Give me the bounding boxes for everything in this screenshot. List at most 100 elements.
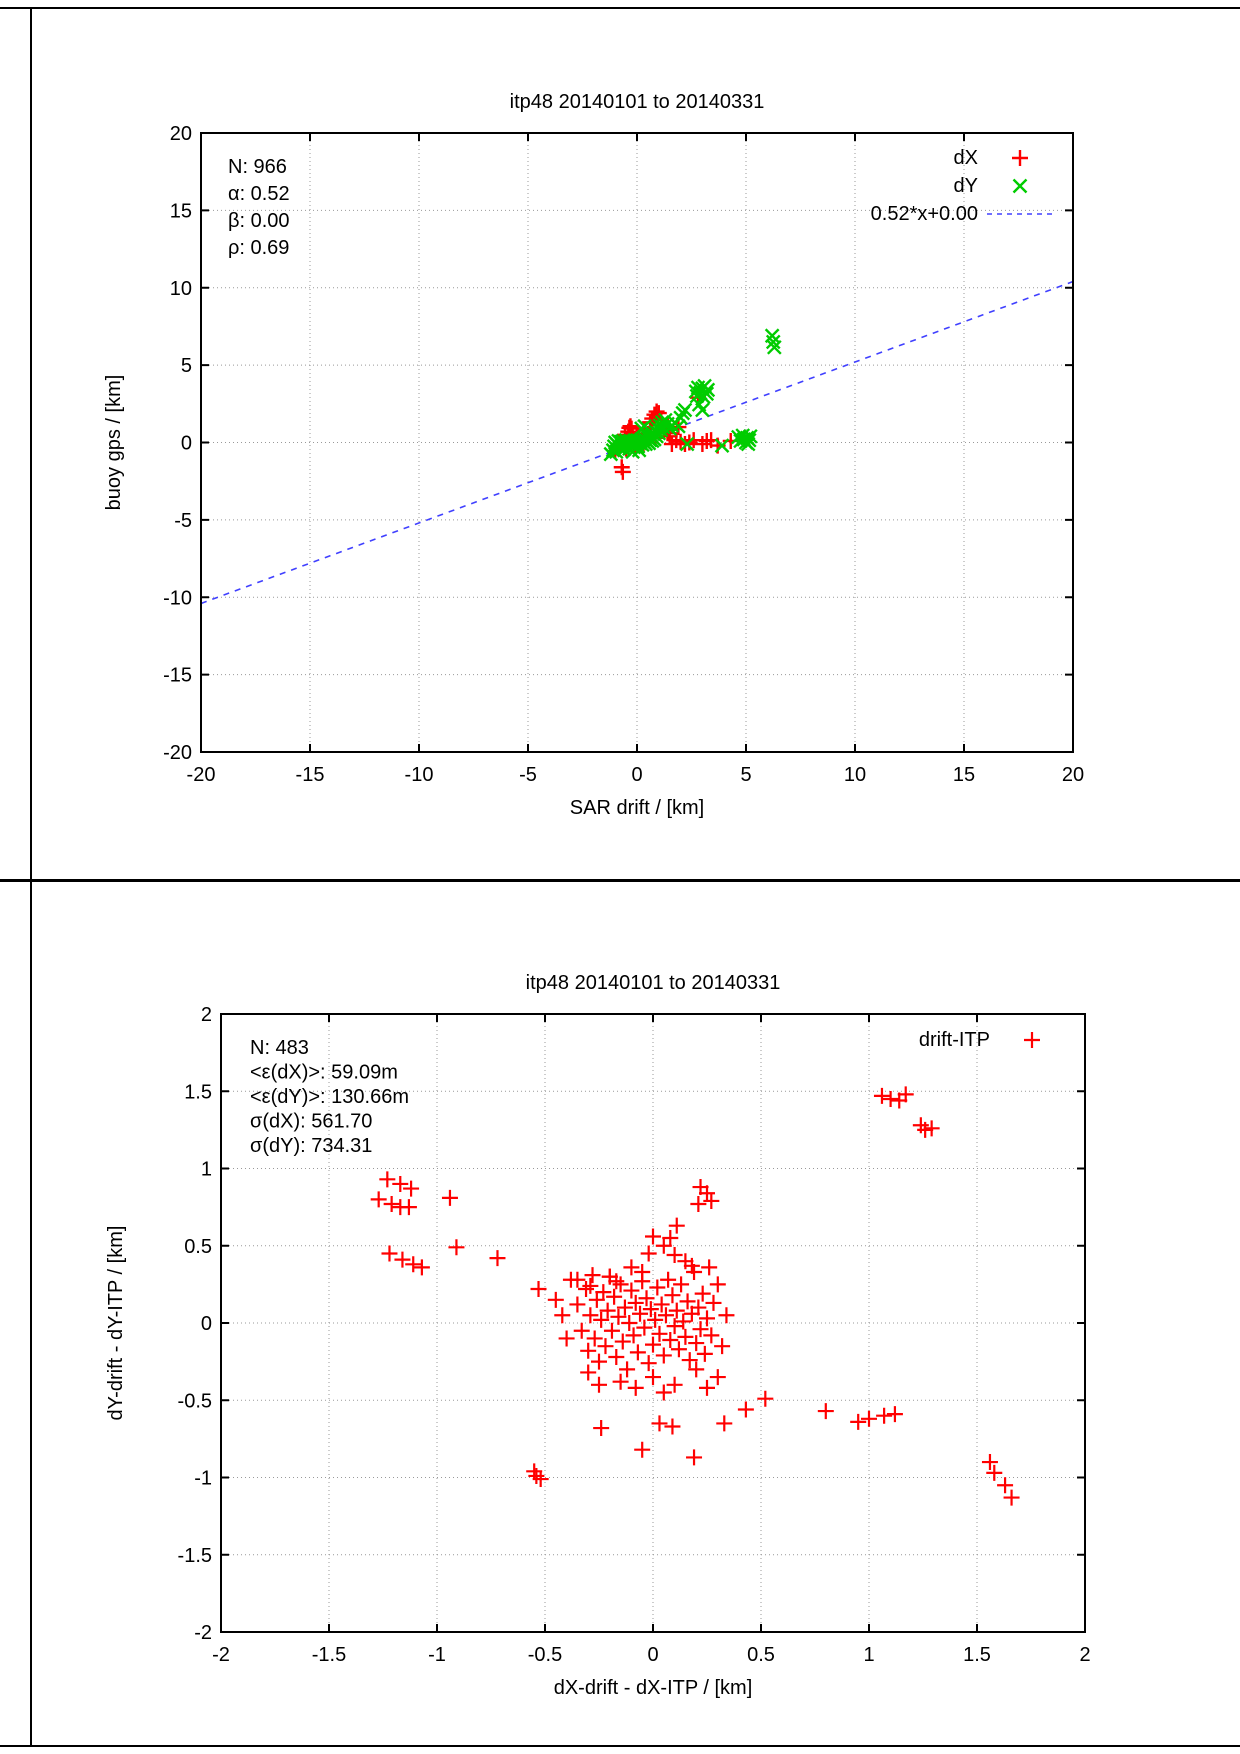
legend: dX dY 0.52*x+0.00 (871, 147, 1053, 225)
data-point-drift-ITP (636, 1319, 653, 1336)
data-point-drift-ITP (595, 1284, 612, 1301)
data-point-drift-ITP (558, 1330, 575, 1347)
data-point-drift-ITP (757, 1390, 774, 1407)
data-point-dY (741, 432, 757, 448)
data-point-drift-ITP (651, 1325, 668, 1342)
data-point-drift-ITP (392, 1175, 409, 1192)
data-point-drift-ITP (642, 1301, 659, 1318)
data-point-drift-ITP (981, 1454, 998, 1471)
data-point-drift-ITP (599, 1302, 616, 1319)
data-point-drift-ITP (379, 1171, 396, 1188)
stats-line: σ(dY): 734.31 (250, 1135, 372, 1157)
data-point-drift-ITP (653, 1296, 670, 1313)
x-tick-label: 20 (1062, 764, 1084, 786)
data-point-drift-ITP (608, 1273, 625, 1290)
data-point-drift-ITP (703, 1327, 720, 1344)
stats-line: σ(dX): 561.70 (250, 1111, 372, 1133)
data-point-drift-ITP (547, 1291, 564, 1308)
data-point-drift-ITP (657, 1307, 674, 1324)
data-point-drift-ITP (597, 1338, 614, 1355)
data-point-drift-ITP (666, 1376, 683, 1393)
y-tick-label: 5 (181, 355, 192, 377)
data-point-drift-ITP (716, 1415, 733, 1432)
y-tick-label: -0.5 (178, 1390, 212, 1412)
x-tick-label: 1 (863, 1644, 874, 1666)
data-point-drift-ITP (683, 1257, 700, 1274)
data-point-dY (673, 410, 688, 426)
stats-line: α: 0.52 (228, 183, 290, 205)
stats-block: N: 966 α: 0.52 β: 0.00 ρ: 0.69 (228, 156, 290, 259)
data-point-drift-ITP (593, 1420, 610, 1437)
x-axis-label: SAR drift / [km] (570, 797, 704, 819)
y-tick-label: -20 (163, 742, 192, 764)
data-point-drift-ITP (645, 1228, 661, 1245)
data-point-drift-ITP (627, 1379, 644, 1396)
stats-line: β: 0.00 (228, 210, 290, 232)
data-point-drift-ITP (737, 1401, 754, 1418)
legend-label: dX (954, 147, 978, 169)
data-point-drift-ITP (699, 1310, 715, 1327)
data-point-drift-ITP (400, 1199, 417, 1216)
y-tick-label: 1 (201, 1159, 212, 1181)
y-tick-label: 20 (170, 123, 192, 145)
data-point-drift-ITP (578, 1281, 595, 1298)
data-point-drift-ITP (699, 1379, 715, 1396)
data-point-drift-ITP (668, 1217, 685, 1234)
data-point-drift-ITP (666, 1247, 683, 1264)
scatter-plot-sar-vs-buoy: -20 -15 -10 -5 0 5 10 15 20 -20 -15 -10 -5 0 5 10 15 20 it… (103, 91, 1084, 819)
data-point-dY (679, 436, 695, 452)
data-point-drift-ITP (606, 1288, 623, 1305)
stats-line: N: 483 (250, 1037, 309, 1059)
data-point-drift-ITP (623, 1282, 640, 1299)
data-point-drift-ITP (569, 1271, 586, 1288)
data-point-drift-ITP (634, 1441, 651, 1458)
data-point-drift-ITP (593, 1311, 610, 1328)
data-point-drift-ITP (612, 1373, 629, 1390)
stats-line: N: 966 (228, 156, 287, 178)
data-point-drift-ITP (573, 1322, 590, 1339)
y-tick-label: 0.5 (184, 1236, 212, 1258)
y-axis-label: dY-drift - dY-ITP / [km] (105, 1226, 127, 1421)
data-point-drift-ITP (690, 1299, 707, 1316)
data-point-drift-ITP (668, 1302, 685, 1319)
data-point-dX (694, 436, 711, 453)
x-tick-label: 5 (740, 764, 751, 786)
series-drift-ITP (370, 1086, 1020, 1506)
data-point-dX (661, 428, 678, 445)
data-point-drift-ITP (381, 1245, 398, 1262)
data-point-drift-ITP (608, 1348, 625, 1365)
data-point-dY (700, 382, 716, 398)
data-point-drift-ITP (638, 1290, 655, 1307)
data-point-drift-ITP (986, 1464, 1003, 1481)
data-point-drift-ITP (696, 1345, 713, 1362)
data-point-drift-ITP (705, 1294, 722, 1311)
x-tick-label: -1 (428, 1644, 446, 1666)
data-point-drift-ITP (647, 1311, 664, 1328)
data-point-drift-ITP (629, 1344, 646, 1361)
legend-label: dY (954, 175, 978, 197)
y-tick-label: -2 (194, 1622, 212, 1644)
data-point-drift-ITP (645, 1336, 661, 1353)
data-point-dY (631, 442, 647, 458)
data-point-dY (740, 436, 756, 452)
y-tick-label: 15 (170, 200, 192, 222)
chart-title: itp48 20140101 to 20140331 (526, 972, 781, 994)
data-point-dY (637, 418, 652, 434)
data-point-dX (676, 436, 693, 453)
data-point-drift-ITP (627, 1294, 644, 1311)
legend-label: drift-ITP (919, 1029, 990, 1051)
frame-top-rule (0, 7, 1240, 9)
data-point-drift-ITP (651, 1415, 668, 1432)
data-point-drift-ITP (588, 1291, 605, 1308)
x-tick-label: 10 (844, 764, 866, 786)
data-point-drift-ITP (873, 1087, 890, 1104)
data-point-dY (765, 334, 781, 350)
data-point-drift-ITP (616, 1299, 633, 1316)
y-tick-label: 1.5 (184, 1081, 212, 1103)
frame-left-rule (30, 7, 32, 1747)
y-tick-label: 0 (181, 433, 192, 455)
data-point-drift-ITP (403, 1180, 420, 1197)
data-point-drift-ITP (714, 1338, 731, 1355)
data-point-drift-ITP (532, 1471, 549, 1488)
